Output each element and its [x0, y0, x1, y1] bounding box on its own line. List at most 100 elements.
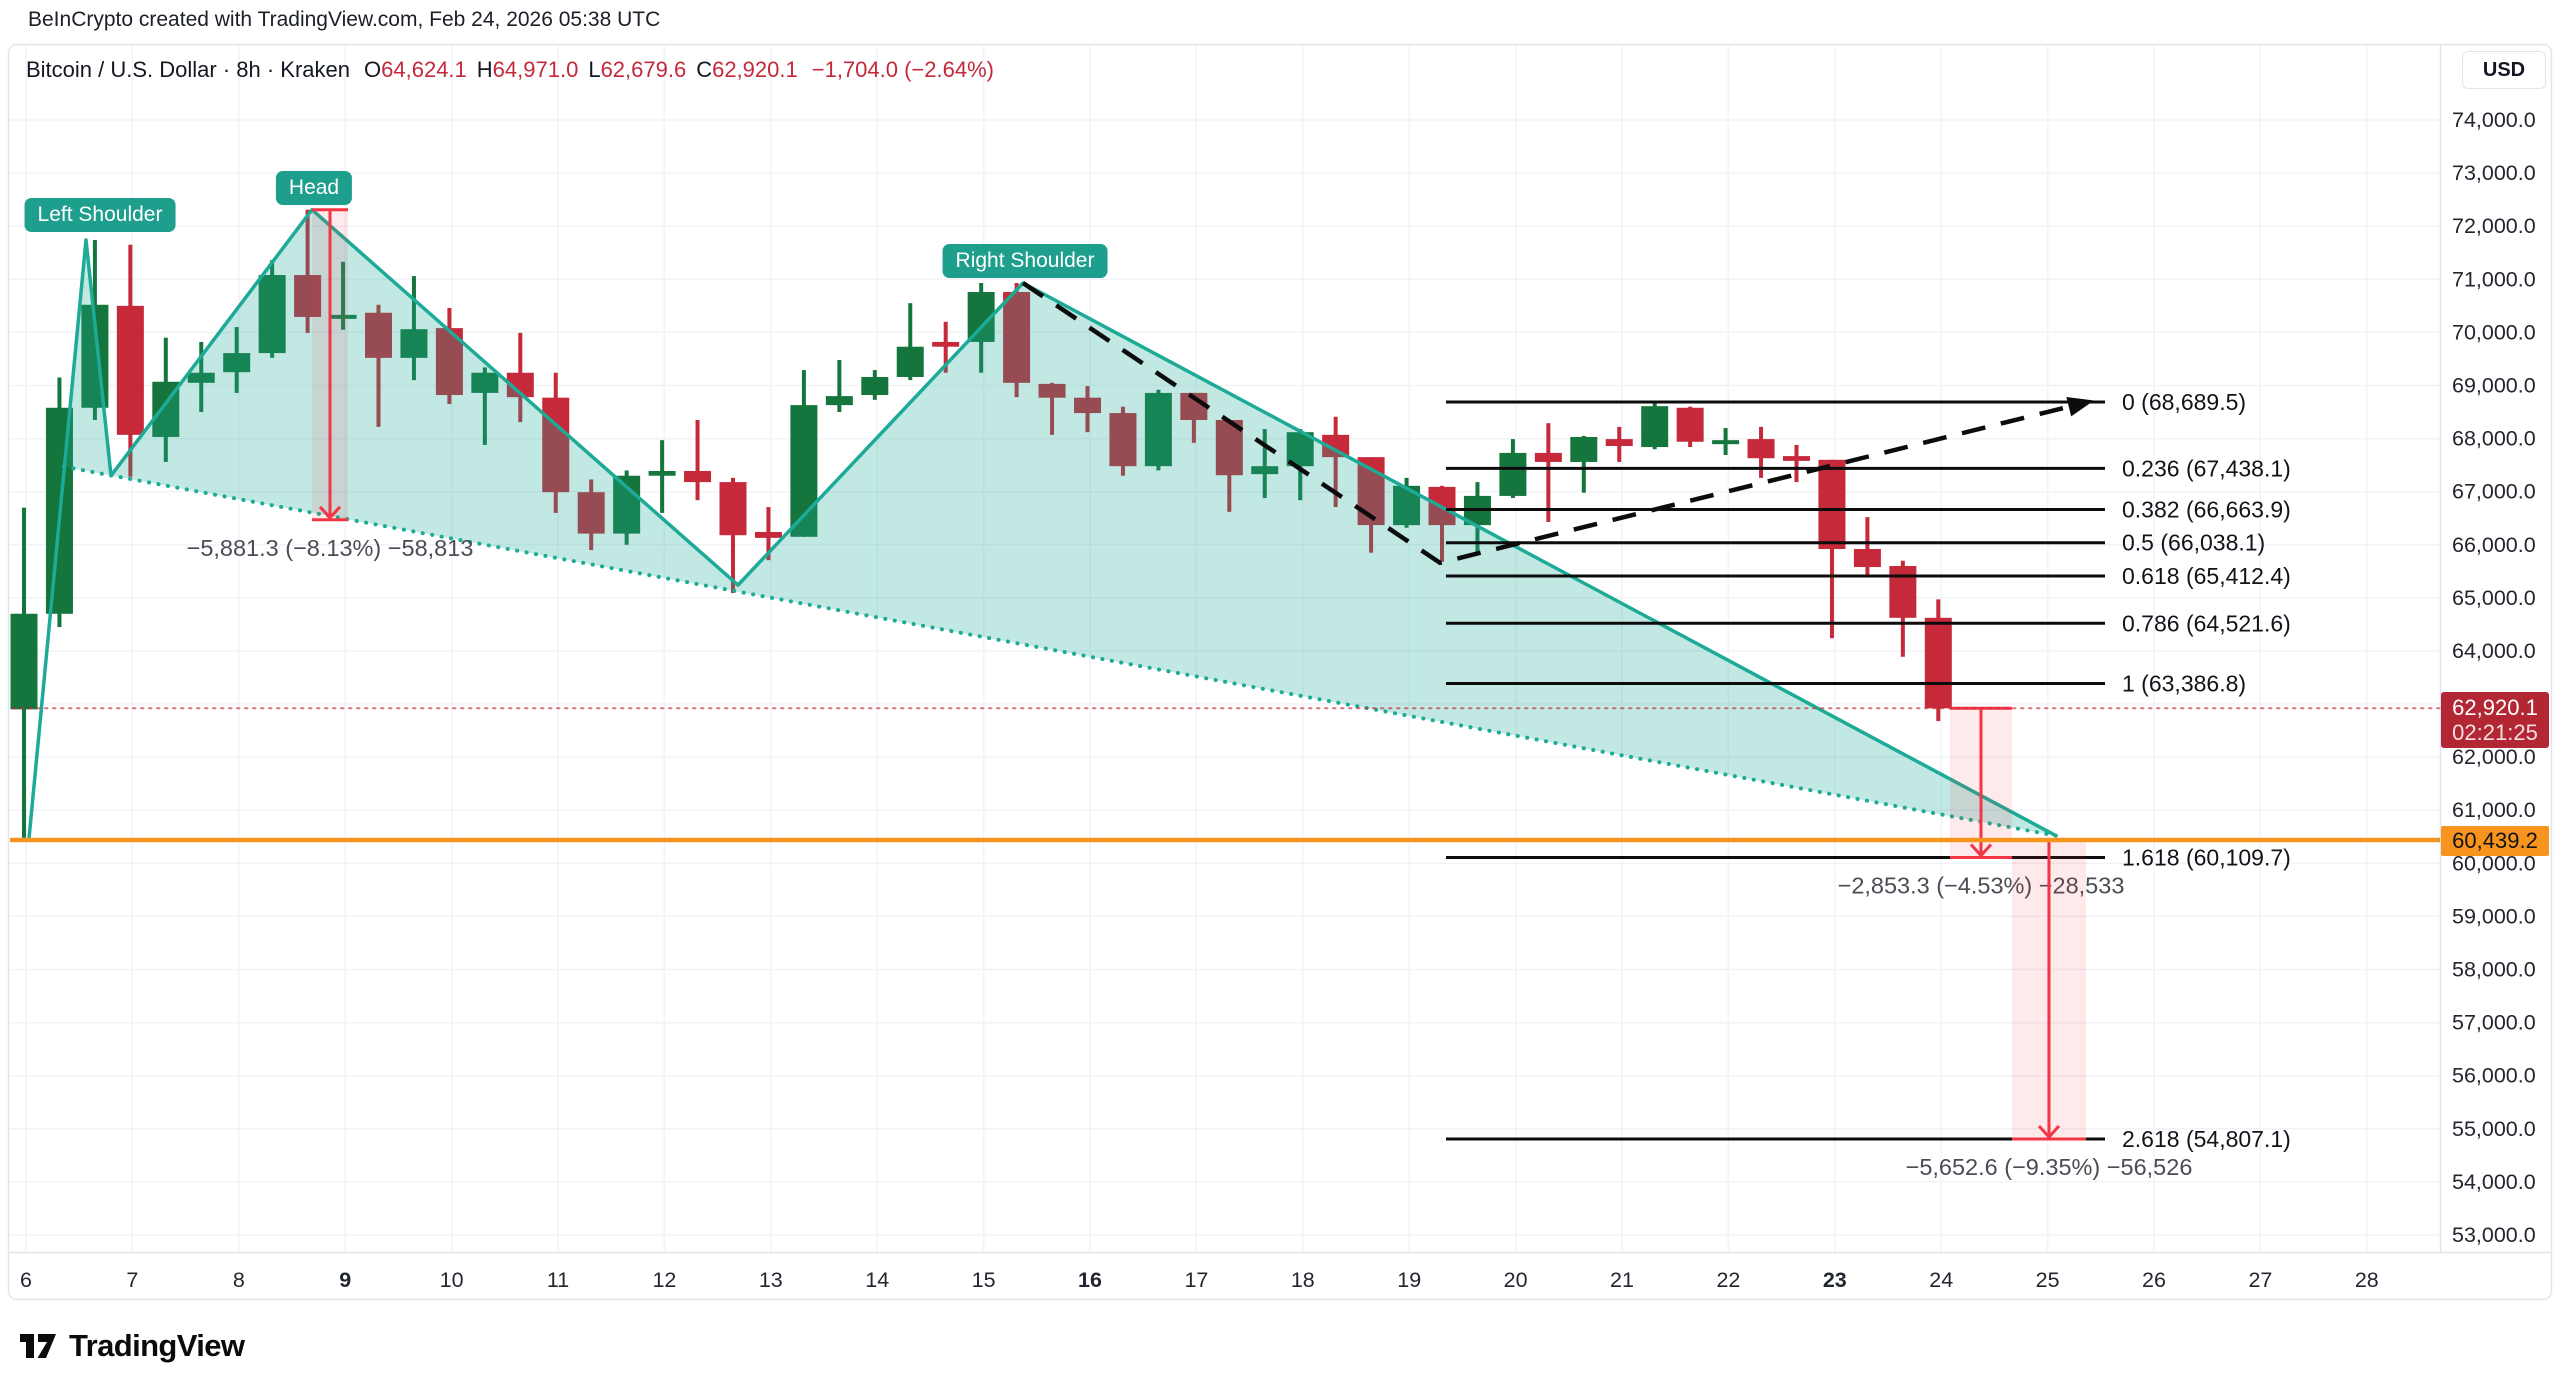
- fib-extension-drawing[interactable]: 0 (68,689.5) 0.236 (67,438.1) 0.382 (66,66…: [1446, 389, 2291, 1152]
- candle-body[interactable]: [10, 613, 38, 710]
- fib-level-label: 0.618 (65,412.4): [2122, 563, 2291, 589]
- candle-body[interactable]: [1109, 413, 1137, 467]
- candle-body[interactable]: [400, 329, 428, 358]
- candle-wick[interactable]: [376, 304, 381, 427]
- candle-body[interactable]: [825, 396, 853, 406]
- candle-body[interactable]: [1144, 392, 1172, 467]
- candle-wick[interactable]: [1262, 429, 1267, 499]
- time-tick-label: 26: [2142, 1268, 2166, 1292]
- candle-body[interactable]: [754, 532, 782, 538]
- candle-body[interactable]: [684, 470, 712, 483]
- candle-body[interactable]: [896, 346, 924, 377]
- price-tick-label: 53,000.0: [2452, 1223, 2536, 1247]
- candle-body[interactable]: [1924, 617, 1952, 709]
- candlesticks[interactable]: [10, 209, 1952, 838]
- candle-body[interactable]: [1251, 466, 1279, 475]
- candle-wick[interactable]: [837, 359, 842, 413]
- candle-wick[interactable]: [943, 321, 948, 373]
- candle-body[interactable]: [542, 397, 570, 493]
- measure-arrow-down-icon: [318, 505, 342, 521]
- change-value: −1,704.0 (−2.64%): [811, 57, 994, 82]
- candle-body[interactable]: [577, 492, 605, 534]
- candle-body[interactable]: [1003, 292, 1031, 383]
- candle-wick[interactable]: [1546, 423, 1551, 522]
- ohlc-values: O64,624.1 H64,971.0 L62,679.6 C62,920.1: [364, 57, 808, 83]
- widget-frame: [7, 43, 2553, 1301]
- candle-wick[interactable]: [305, 209, 310, 333]
- candle-body[interactable]: [1747, 439, 1775, 459]
- candle-body[interactable]: [329, 314, 357, 319]
- candle-body[interactable]: [1676, 407, 1704, 442]
- alert-price-label: 60,439.2: [2441, 826, 2549, 856]
- candle-body[interactable]: [223, 353, 251, 373]
- left-shoulder-badge[interactable]: Left Shoulder: [24, 198, 176, 232]
- measurement-overlays[interactable]: −5,881.3 (−8.13%) −58,813 −2,853.3 (−4.53…: [187, 208, 2193, 1180]
- last-price-value: 62,920.1: [2452, 695, 2538, 720]
- symbol-title[interactable]: Bitcoin / U.S. Dollar · 8h · Kraken: [26, 57, 351, 82]
- candle-body[interactable]: [365, 312, 392, 358]
- ohlc-pair: H64,971.0: [476, 57, 579, 82]
- candle-body[interactable]: [471, 372, 499, 393]
- time-tick-label: 15: [972, 1268, 996, 1292]
- price-tick-label: 68,000.0: [2452, 427, 2536, 451]
- candle-wick[interactable]: [1794, 444, 1799, 483]
- fib-level-label: 0.5 (66,038.1): [2122, 530, 2265, 556]
- candle-body[interactable]: [932, 341, 960, 347]
- candle-wick[interactable]: [341, 261, 346, 330]
- tradingview-mark-icon: [20, 1334, 56, 1358]
- time-tick-label: 6: [20, 1268, 32, 1292]
- candle-wick[interactable]: [695, 419, 700, 501]
- time-tick-label: 13: [759, 1268, 783, 1292]
- time-tick-label: 9: [339, 1268, 351, 1292]
- candle-wick[interactable]: [1050, 382, 1055, 435]
- candle-body[interactable]: [1889, 565, 1917, 618]
- candle-body[interactable]: [1783, 456, 1810, 461]
- measure-label: −5,881.3 (−8.13%) −58,813: [187, 535, 474, 561]
- symbol-header[interactable]: Bitcoin / U.S. Dollar · 8h · Kraken O64,…: [26, 57, 994, 83]
- candle-wick[interactable]: [1865, 517, 1870, 577]
- candle-wick[interactable]: [482, 367, 487, 445]
- candle-body[interactable]: [1853, 549, 1881, 568]
- candle-body[interactable]: [1534, 452, 1562, 462]
- candle-body[interactable]: [1038, 383, 1066, 398]
- candle-wick[interactable]: [1333, 416, 1338, 508]
- candle-body[interactable]: [861, 376, 889, 396]
- candle-body[interactable]: [719, 482, 747, 536]
- candle-body[interactable]: [294, 275, 322, 317]
- candle-body[interactable]: [1322, 434, 1350, 458]
- time-axis[interactable]: 6 7 8 9 10 11 12 13 14 15 16 17 18 19 20 21 22 23 24 25 26 27…: [20, 1268, 2379, 1292]
- price-axis[interactable]: 74,000.0 73,000.0 72,000.0 71,000.0 70,000.0…: [2452, 108, 2536, 1247]
- projection-arrowhead: [2066, 397, 2094, 417]
- candle-wick[interactable]: [411, 276, 416, 381]
- time-tick-label: 27: [2248, 1268, 2272, 1292]
- candle-wick[interactable]: [908, 303, 913, 381]
- candle-body[interactable]: [1605, 439, 1633, 447]
- tradingview-logo[interactable]: TradingView: [18, 1326, 245, 1366]
- candle-body[interactable]: [1818, 459, 1846, 550]
- time-tick-label: 23: [1823, 1268, 1847, 1292]
- candle-body[interactable]: [1074, 397, 1101, 414]
- candle-body[interactable]: [1570, 436, 1598, 462]
- candle-body[interactable]: [648, 470, 676, 476]
- price-tick-label: 62,000.0: [2452, 745, 2536, 769]
- candle-body[interactable]: [1712, 440, 1740, 445]
- candle-body[interactable]: [116, 305, 144, 435]
- candle-body[interactable]: [258, 275, 286, 354]
- currency-toggle-button[interactable]: USD: [2462, 51, 2546, 89]
- candle-body[interactable]: [1641, 406, 1669, 448]
- candle-wick[interactable]: [1581, 435, 1586, 493]
- projection-dashed-line[interactable]: [1021, 281, 2096, 566]
- head-badge[interactable]: Head: [275, 171, 353, 205]
- time-tick-label: 11: [547, 1268, 569, 1292]
- price-tick-label: 72,000.0: [2452, 214, 2536, 238]
- candle-body[interactable]: [187, 372, 215, 383]
- price-tick-label: 69,000.0: [2452, 373, 2536, 397]
- candle-body[interactable]: [1499, 452, 1527, 496]
- candle-wick[interactable]: [731, 477, 735, 594]
- neckline-dotted[interactable]: [62, 464, 2058, 838]
- time-tick-label: 25: [2036, 1268, 2060, 1292]
- right-shoulder-badge[interactable]: Right Shoulder: [942, 244, 1108, 278]
- candle-wick[interactable]: [660, 440, 665, 513]
